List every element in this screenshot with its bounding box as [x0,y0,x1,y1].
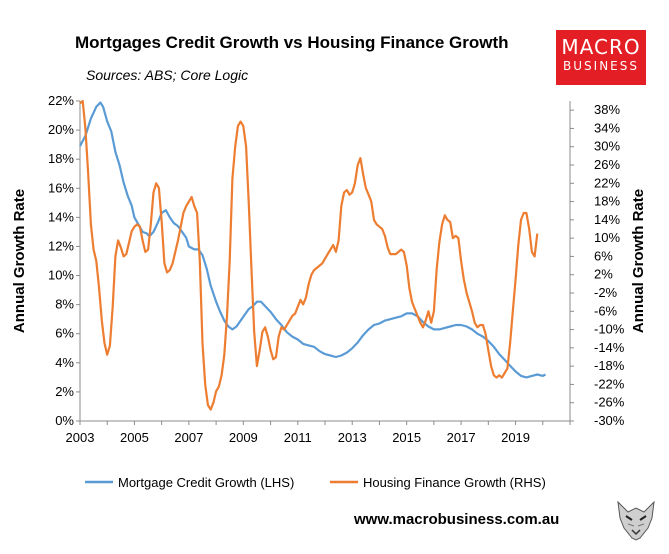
y2-tick-label: -18% [594,358,625,373]
y-tick-label: 4% [55,355,74,370]
y-tick-label: 10% [48,268,74,283]
x-tick-label: 2019 [501,430,530,445]
x-tick-label: 2009 [229,430,258,445]
logo-line-1: MACRO [561,35,641,59]
y-tick-label: 16% [48,180,74,195]
y-tick-label: 22% [48,93,74,108]
wolf-logo-icon [612,494,660,542]
macro-business-logo: MACRO BUSINESS [556,30,646,85]
y-tick-label: 18% [48,151,74,166]
y2-tick-label: -22% [594,376,625,391]
website-url: www.macrobusiness.com.au [354,511,560,528]
y2-tick-label: 10% [594,230,620,245]
legend-label-2: Housing Finance Growth (RHS) [363,475,546,490]
y-tick-label: 12% [48,238,74,253]
x-tick-label: 2017 [447,430,476,445]
y2-tick-label: 18% [594,194,620,209]
y2-tick-label: 2% [594,267,613,282]
logo-line-2: BUSINESS [563,59,639,73]
x-tick-label: 2003 [66,430,95,445]
x-tick-label: 2015 [392,430,421,445]
y2-tick-label: -14% [594,340,625,355]
y2-axis-label: Annual Growth Rate [630,189,647,333]
y2-tick-label: -30% [594,413,625,428]
y-tick-label: 8% [55,297,74,312]
x-tick-label: 2011 [284,430,312,445]
y-tick-label: 0% [55,413,74,428]
x-tick-label: 2007 [174,430,203,445]
y2-tick-label: 30% [594,139,620,154]
y-axis-label: Annual Growth Rate [11,189,28,333]
x-tick-label: 2005 [120,430,149,445]
y2-tick-label: -26% [594,395,625,410]
y2-tick-label: 22% [594,175,620,190]
legend-label-1: Mortgage Credit Growth (LHS) [118,475,294,490]
y-tick-label: 6% [55,326,74,341]
x-tick-label: 2013 [338,430,367,445]
y2-tick-label: -10% [594,322,625,337]
y2-tick-label: 6% [594,248,613,263]
y2-tick-label: -2% [594,285,618,300]
y2-tick-label: 34% [594,120,620,135]
y-tick-label: 2% [55,384,74,399]
y-tick-label: 20% [48,122,74,137]
y2-tick-label: -6% [594,303,618,318]
series-line-2 [79,99,539,411]
page-title: Mortgages Credit Growth vs Housing Finan… [75,33,509,52]
y2-tick-label: 26% [594,157,620,172]
y-tick-label: 14% [48,209,74,224]
chart-subtitle: Sources: ABS; Core Logic [86,67,249,83]
y2-tick-label: 14% [594,212,620,227]
y2-tick-label: 38% [594,102,620,117]
